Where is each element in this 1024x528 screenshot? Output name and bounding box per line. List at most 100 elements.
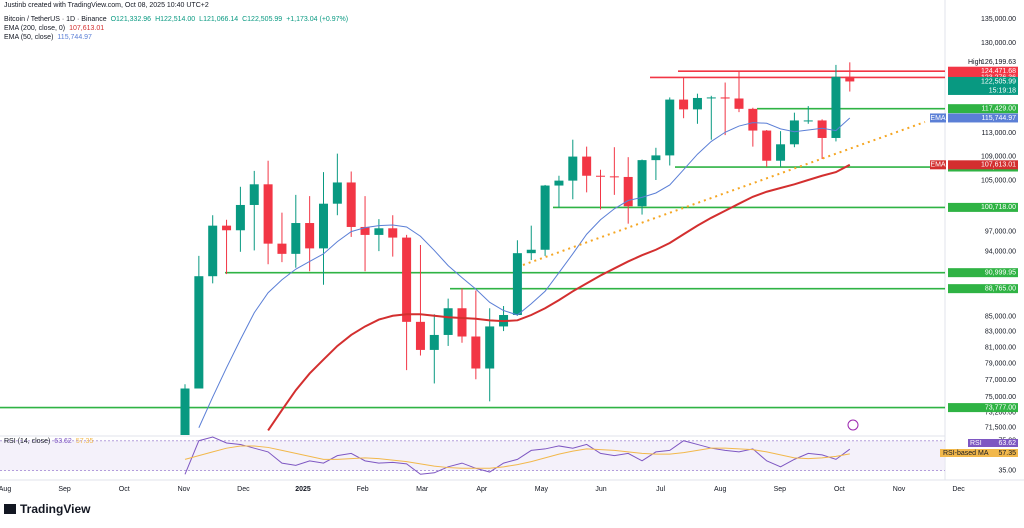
rsi-ma-line: [184, 445, 850, 469]
rsi-ma-box: [940, 449, 1018, 457]
x-tick-label: May: [535, 486, 549, 493]
countdown: 15:19:18: [989, 87, 1016, 94]
level-label-text: 124,471.68: [981, 68, 1016, 75]
ema-label-text: 107,613.01: [981, 162, 1016, 169]
candle-body: [692, 97, 702, 110]
candle-body: [277, 243, 287, 254]
x-tick-label: Dec: [952, 486, 965, 493]
x-tick-label: Feb: [357, 486, 369, 493]
x-tick-label: Jul: [656, 486, 665, 493]
rsi-line: [184, 436, 851, 475]
credit: Justinb created with TradingView.com, Oc…: [4, 2, 209, 9]
legend-text: H122,514.00: [155, 16, 195, 23]
level-label-text: 117,429.00: [981, 106, 1016, 113]
legend-text: 115,744.97: [57, 34, 92, 41]
x-tick-label: Dec: [237, 486, 250, 493]
y-tick-label: 94,000.00: [985, 249, 1016, 256]
y-tick-label: 113,000.00: [981, 130, 1016, 137]
y-tick-label: 85,000.00: [985, 313, 1016, 320]
level-label-text: 88,765.00: [985, 285, 1016, 292]
ema-tag: EMA: [930, 162, 946, 169]
candle-body: [443, 308, 453, 335]
candle-body: [208, 225, 218, 277]
plot: [0, 62, 945, 435]
x-tick-label: 2025: [295, 486, 311, 493]
last-price-box: [948, 76, 1018, 95]
candle-body: [388, 228, 398, 238]
brand: TradingView: [4, 502, 91, 516]
ema-label-text: 115,744.97: [981, 115, 1016, 122]
candle-body: [457, 308, 467, 337]
level-label-box: [948, 66, 1018, 76]
candle-body: [720, 97, 730, 99]
legend-text: L121,066.14: [199, 16, 238, 23]
y-tick-label: 135,000.00: [981, 16, 1016, 23]
candle-body: [429, 334, 439, 350]
legend-text: 63.62: [54, 438, 72, 445]
level-label-box: [948, 403, 1018, 413]
candle-body: [776, 144, 786, 161]
x-tick-label: Apr: [476, 486, 488, 493]
candle-body: [360, 226, 370, 235]
level-label-box: [948, 268, 1018, 278]
candle-body: [762, 130, 772, 161]
candle-body: [305, 223, 315, 249]
ema-line: [267, 163, 851, 432]
legend-text: EMA (50, close): [4, 34, 53, 41]
candle-body: [651, 155, 661, 161]
candle-body: [623, 176, 633, 207]
y-tick-label: 105,000.00: [981, 177, 1016, 184]
y-tick-label: 83,000.00: [985, 329, 1016, 336]
level-label-box: [948, 284, 1018, 294]
candle-body: [332, 182, 342, 204]
candle-body: [249, 184, 259, 205]
x-tick-label: Nov: [178, 486, 191, 493]
ema-label-box: [948, 160, 1018, 170]
candle-body: [526, 249, 536, 254]
ema-tag-box: [930, 160, 946, 170]
ema-label-box: [948, 113, 1018, 123]
candle-body: [291, 223, 301, 254]
candle-body: [609, 176, 619, 178]
candle-body: [596, 175, 605, 177]
legend-text: RSI (14, close): [4, 438, 50, 445]
level-label-box: [948, 104, 1018, 114]
legend-text: C122,505.99: [242, 16, 282, 23]
y-tick-label: 97,000.00: [985, 228, 1016, 235]
candle-body: [803, 120, 813, 122]
candle-body: [568, 156, 578, 181]
x-tick-label: Mar: [416, 486, 429, 493]
ema-tag: EMA: [930, 115, 946, 122]
x-tick-label: Oct: [119, 486, 130, 493]
rsi-tag: RSI: [970, 440, 982, 447]
x-tick-label: Sep: [774, 486, 787, 493]
y-tick-label: 73,200.00: [985, 409, 1016, 416]
candle-body: [485, 326, 495, 369]
x-tick-label: Sep: [58, 486, 71, 493]
candle-body: [222, 225, 232, 231]
candle-body: [817, 120, 827, 138]
candle-body: [415, 321, 425, 350]
x-tick-label: Jun: [595, 486, 606, 493]
legend-text: +1,173.04 (+0.97%): [286, 16, 348, 23]
candle-body: [734, 98, 744, 109]
ema-tag-box: [930, 113, 946, 123]
legend-symbol: Bitcoin / TetherUS · 1D · Binance O121,33…: [4, 16, 348, 23]
x-tick-label: Aug: [0, 486, 11, 493]
x-tick-label: Aug: [714, 486, 727, 493]
ema-line: [198, 117, 851, 428]
high-value: 126,199.63: [981, 59, 1016, 66]
x-tick-label: Nov: [893, 486, 906, 493]
rsi-ma-last: 57.35: [998, 450, 1016, 457]
level-label-text: 90,999.95: [985, 270, 1016, 277]
candle-body: [831, 76, 841, 138]
candle-body: [637, 160, 647, 207]
candle-body: [554, 180, 564, 186]
rsi-last: 63.62: [998, 440, 1016, 447]
trend-line: [522, 121, 926, 266]
candle-body: [319, 203, 328, 249]
candle-body: [665, 99, 675, 156]
brand-text: TradingView: [20, 502, 91, 516]
y-tick-label: 75,000.00: [985, 394, 1016, 401]
